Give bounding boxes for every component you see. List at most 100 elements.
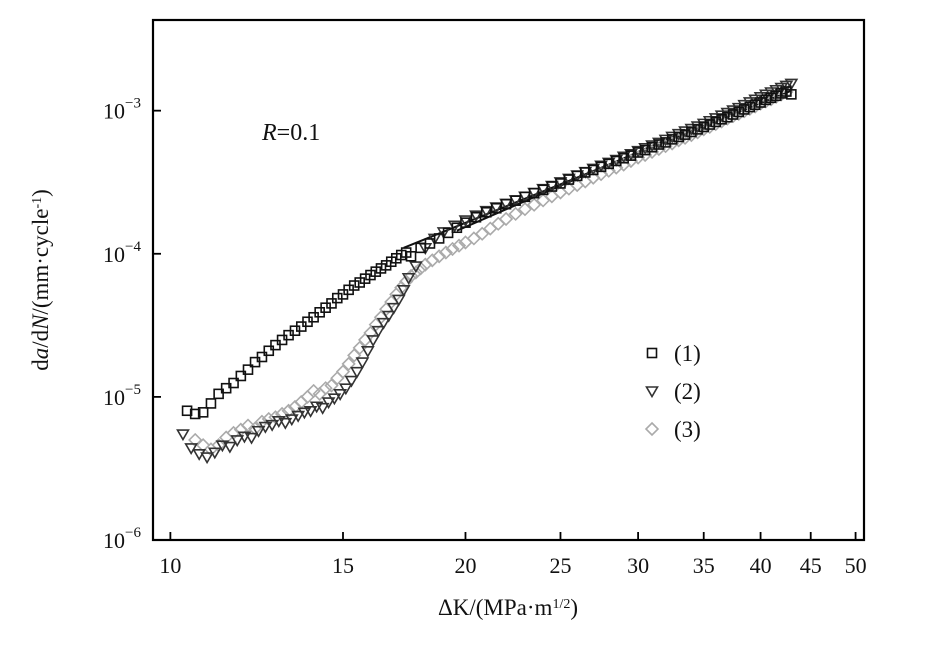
data-point	[727, 109, 739, 120]
data-point	[381, 310, 396, 323]
legend-label-1: (1)	[674, 341, 701, 366]
data-point	[413, 261, 428, 276]
x-tick-label: 10	[159, 553, 181, 578]
data-point	[480, 206, 492, 218]
data-point	[479, 205, 494, 218]
data-point	[284, 414, 299, 427]
data-point	[256, 351, 268, 363]
data-point	[405, 251, 417, 262]
data-point	[684, 123, 699, 136]
data-point	[338, 383, 353, 396]
data-point	[469, 210, 483, 223]
data-point	[344, 375, 359, 388]
data-point	[618, 152, 629, 164]
data-point	[200, 452, 214, 465]
x-tick-label: 15	[332, 553, 354, 578]
data-point	[341, 356, 356, 372]
data-point	[710, 116, 722, 128]
data-point	[666, 134, 678, 145]
data-point	[527, 197, 542, 212]
data-point	[376, 317, 391, 330]
data-point	[306, 383, 321, 399]
data-point	[714, 110, 729, 123]
legend-marker-2	[645, 386, 659, 399]
data-point	[297, 407, 312, 420]
data-point	[408, 265, 423, 280]
data-point	[235, 370, 247, 382]
data-point	[176, 429, 190, 442]
data-point	[475, 226, 490, 241]
data-point	[318, 381, 333, 396]
legend-label-3: (3)	[674, 417, 701, 442]
legend: (1) (2) (3)	[644, 341, 701, 442]
data-point	[686, 126, 697, 138]
data-point	[491, 216, 506, 231]
data-point	[181, 405, 193, 417]
data-point	[738, 104, 750, 115]
y-axis-ticks: 10−6 10−5 10−4 10−3	[103, 96, 161, 553]
data-point	[704, 119, 716, 130]
y-tick-label: 10−5	[103, 382, 141, 410]
data-point	[784, 78, 799, 91]
data-point	[355, 357, 370, 370]
data-point	[749, 99, 761, 111]
data-point	[360, 345, 375, 358]
data-point	[571, 170, 583, 182]
data-point	[213, 388, 224, 400]
x-tick-label: 20	[454, 553, 476, 578]
legend-label-2: (2)	[674, 379, 701, 404]
data-point	[242, 364, 254, 375]
data-point	[579, 167, 591, 178]
data-point	[451, 238, 467, 253]
data-point	[373, 310, 389, 325]
data-point	[702, 115, 717, 128]
data-point	[786, 89, 797, 100]
data-point	[265, 419, 280, 432]
annotation-r-value: R=0.1	[261, 120, 320, 146]
data-point	[278, 417, 293, 430]
data-point	[595, 161, 607, 173]
data-point	[625, 150, 637, 161]
x-axis-ticks: 10 15 20 25 30 35 40 45 50	[159, 532, 867, 578]
data-point	[517, 202, 533, 217]
data-point	[646, 141, 658, 153]
data-point	[215, 440, 230, 453]
data-point	[466, 231, 482, 246]
x-tick-label: 35	[693, 553, 715, 578]
data-point	[716, 114, 727, 125]
x-tick-label: 40	[750, 553, 772, 578]
data-point	[184, 443, 199, 456]
data-point	[333, 389, 348, 401]
legend-marker-3	[644, 421, 660, 437]
data-point	[291, 410, 306, 423]
data-point	[207, 447, 222, 460]
data-point	[330, 371, 345, 386]
data-point	[744, 101, 756, 113]
data-point	[433, 233, 445, 244]
y-tick-label: 10−4	[103, 239, 141, 267]
data-point	[350, 366, 364, 379]
data-point	[708, 113, 723, 125]
data-point	[391, 294, 406, 307]
y-tick-label: 10−3	[103, 96, 141, 124]
data-point	[460, 217, 471, 228]
data-point	[698, 121, 710, 133]
data-point	[438, 245, 454, 260]
data-point	[660, 137, 671, 148]
data-point	[300, 389, 315, 405]
data-point	[610, 155, 622, 167]
data-point	[401, 272, 416, 285]
data-point	[379, 302, 394, 317]
data-point	[327, 393, 342, 406]
data-point	[432, 249, 447, 264]
data-point	[189, 408, 201, 420]
data-point	[371, 325, 386, 338]
data-point	[359, 273, 371, 284]
data-point	[470, 211, 482, 223]
data-point	[315, 402, 330, 415]
x-tick-label: 50	[845, 553, 867, 578]
data-point	[244, 432, 259, 445]
legend-marker-1	[646, 347, 658, 359]
x-tick-label: 45	[800, 553, 822, 578]
